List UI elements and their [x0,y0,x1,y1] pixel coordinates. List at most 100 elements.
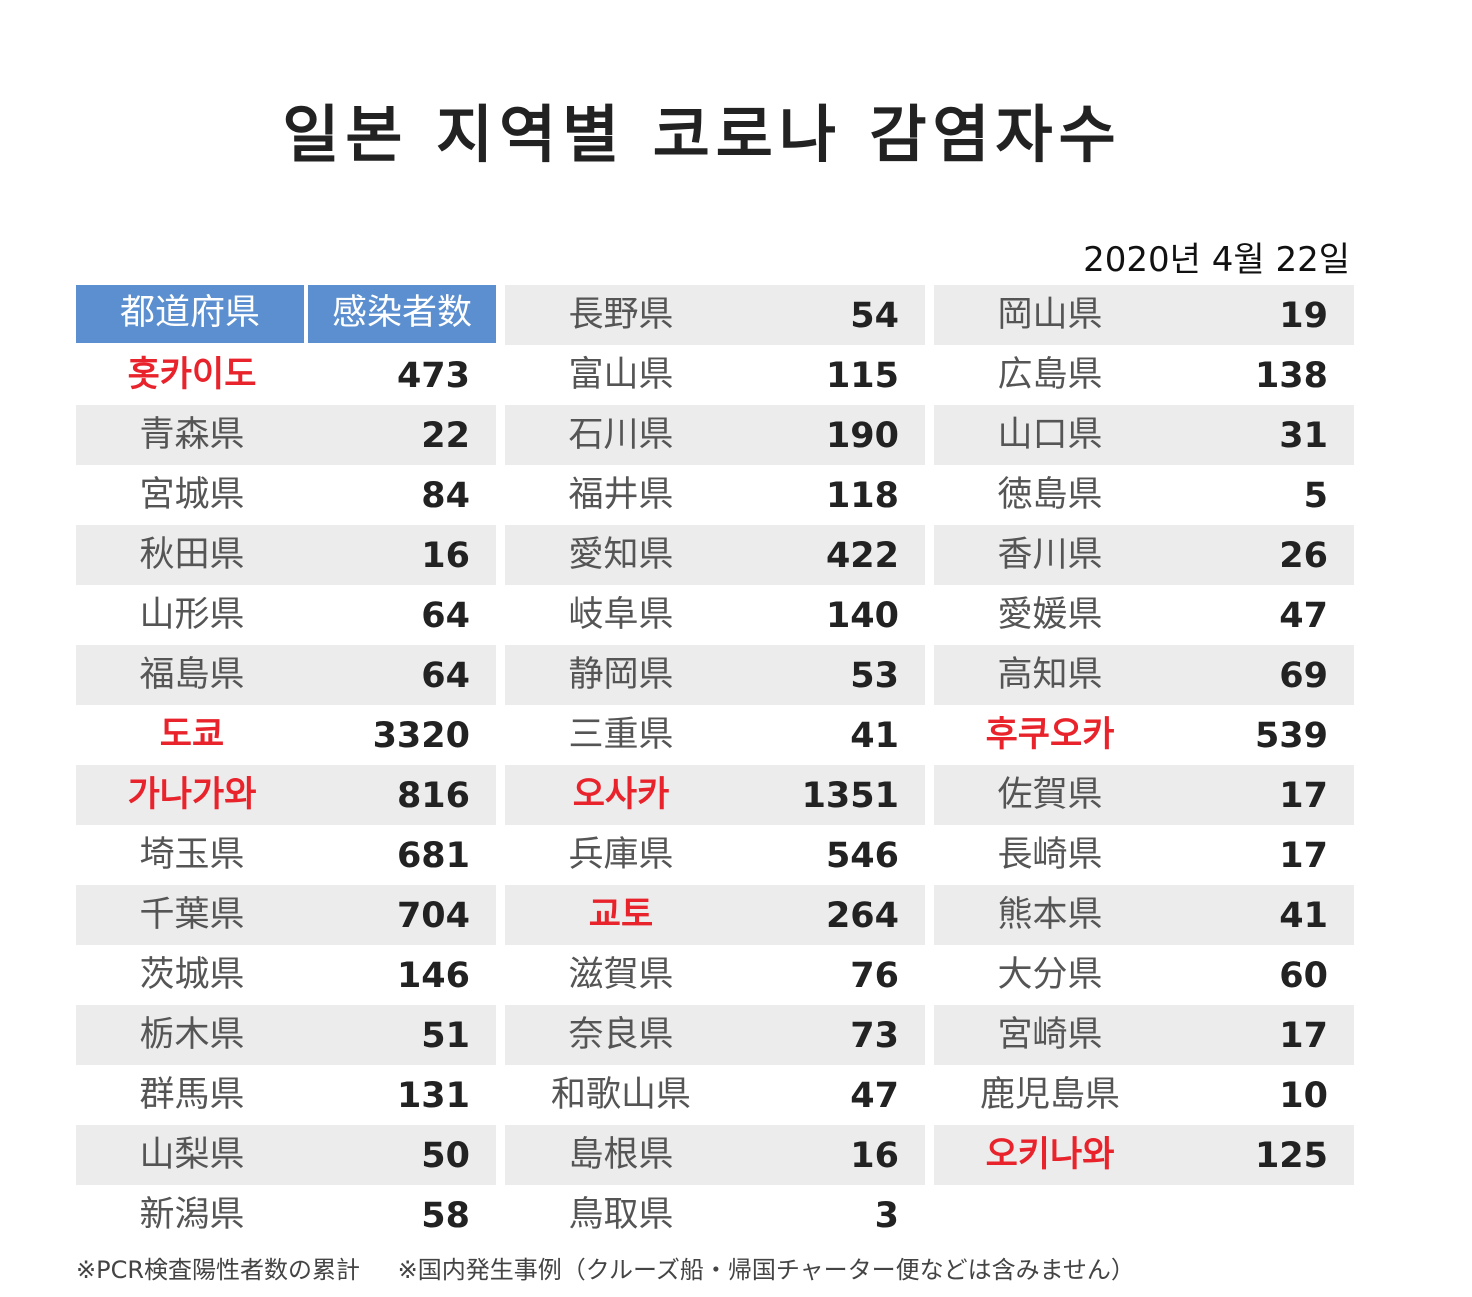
table-row: 高知県 69 [934,645,1354,705]
footnote: ※PCR検査陽性者数の累計 ※国内発生事例（クルーズ船・帰国チャーター便などは含… [76,1250,1135,1285]
infected-count: 704 [396,896,470,936]
prefecture-name: 栃木県 [139,1015,245,1055]
table-row: 愛媛県 47 [934,585,1354,645]
table-row: 新潟県 58 [76,1185,496,1245]
table-row: 山梨県 50 [76,1125,496,1185]
prefecture-name: 大分県 [997,955,1103,995]
prefecture-name: 和歌山県 [550,1075,691,1115]
infected-count: 118 [825,476,899,516]
prefecture-name: 佐賀県 [997,775,1103,815]
prefecture-name: 島根県 [568,1135,674,1175]
infected-count: 41 [850,716,899,756]
table-row: 오사카 1351 [505,765,925,825]
infected-count: 76 [850,956,899,996]
table-row: 三重県 41 [505,705,925,765]
infected-count: 539 [1254,716,1328,756]
prefecture-name: 岐阜県 [568,595,674,635]
header-prefecture: 都道府県 [76,285,304,343]
prefecture-name: 가나가와 [127,775,257,815]
infected-count: 422 [825,536,899,576]
table-row: 宮崎県 17 [934,1005,1354,1065]
prefecture-name: 滋賀県 [568,955,674,995]
infected-count: 546 [825,836,899,876]
table-row: 和歌山県 47 [505,1065,925,1125]
table-row: 山形県 64 [76,585,496,645]
prefecture-name: 교토 [588,895,654,935]
table-row: 鹿児島県 10 [934,1065,1354,1125]
table-row: 岐阜県 140 [505,585,925,645]
infected-count: 73 [850,1016,899,1056]
table-row: 교토 264 [505,885,925,945]
prefecture-name: 鹿児島県 [979,1075,1120,1115]
table-row: 静岡県 53 [505,645,925,705]
table-row: 福島県 64 [76,645,496,705]
infected-count: 146 [396,956,470,996]
prefecture-name: 茨城県 [139,955,245,995]
prefecture-name: 오키나와 [985,1135,1115,1175]
infected-count: 64 [421,596,470,636]
infected-count: 53 [850,656,899,696]
table-row: 茨城県 146 [76,945,496,1005]
infected-count: 69 [1279,656,1328,696]
prefecture-name: 埼玉県 [139,835,245,875]
infected-count: 17 [1279,776,1328,816]
table-row: 宮城県 84 [76,465,496,525]
table-column-2: 長野県 54 富山県 115 石川県 190 福井県 118 愛知県 422 岐阜県 140 静岡県 53… [505,285,925,1245]
table-row: 福井県 118 [505,465,925,525]
infected-count: 19 [1279,296,1328,336]
table-row: 栃木県 51 [76,1005,496,1065]
header-infected: 感染者数 [308,285,496,343]
table-row: 山口県 31 [934,405,1354,465]
table-row: 秋田県 16 [76,525,496,585]
table-row: 徳島県 5 [934,465,1354,525]
infected-count: 125 [1254,1136,1328,1176]
prefecture-name: 富山県 [568,355,674,395]
infected-count: 1351 [801,776,899,816]
prefecture-name: 山梨県 [139,1135,245,1175]
prefecture-name: 愛媛県 [997,595,1103,635]
prefecture-name: 福井県 [568,475,674,515]
infected-count: 84 [421,476,470,516]
infected-count: 131 [396,1076,470,1116]
infected-count: 50 [421,1136,470,1176]
table-column-1: 都道府県 感染者数 홋카이도 473 青森県 22 宮城県 84 秋田県 16 山形県 64 福島県… [76,285,496,1245]
table-row: 大分県 60 [934,945,1354,1005]
prefecture-name: 石川県 [568,415,674,455]
table-row: 愛知県 422 [505,525,925,585]
prefecture-name: 熊本県 [997,895,1103,935]
prefecture-name: 岡山県 [997,295,1103,335]
infected-count: 51 [421,1016,470,1056]
prefecture-name: 山口県 [997,415,1103,455]
prefecture-name: 長野県 [568,295,674,335]
table-row: 埼玉県 681 [76,825,496,885]
infected-count: 473 [396,356,470,396]
prefecture-name: 群馬県 [139,1075,245,1115]
table-row: 熊本県 41 [934,885,1354,945]
table-row: 홋카이도 473 [76,345,496,405]
infected-count: 26 [1279,536,1328,576]
prefecture-name: 秋田県 [139,535,245,575]
prefecture-name: 千葉県 [139,895,245,935]
footnote-domestic: ※国内発生事例（クルーズ船・帰国チャーター便などは含みません） [397,1256,1135,1284]
infected-count: 16 [421,536,470,576]
infected-count: 17 [1279,1016,1328,1056]
table-row: 青森県 22 [76,405,496,465]
prefecture-name: 徳島県 [997,475,1103,515]
table-row: 香川県 26 [934,525,1354,585]
infected-count: 264 [825,896,899,936]
infected-count: 60 [1279,956,1328,996]
infected-count: 41 [1279,896,1328,936]
table-row: 広島県 138 [934,345,1354,405]
prefecture-name: 奈良県 [568,1015,674,1055]
infected-count: 3 [874,1196,899,1236]
table-row: 島根県 16 [505,1125,925,1185]
prefecture-name: 오사카 [572,775,670,815]
infected-count: 47 [850,1076,899,1116]
prefecture-name: 鳥取県 [568,1195,674,1235]
table-row: 岡山県 19 [934,285,1354,345]
infected-count: 58 [421,1196,470,1236]
prefecture-name: 宮崎県 [997,1015,1103,1055]
table-row: 佐賀県 17 [934,765,1354,825]
infected-count: 681 [396,836,470,876]
infected-count: 115 [825,356,899,396]
